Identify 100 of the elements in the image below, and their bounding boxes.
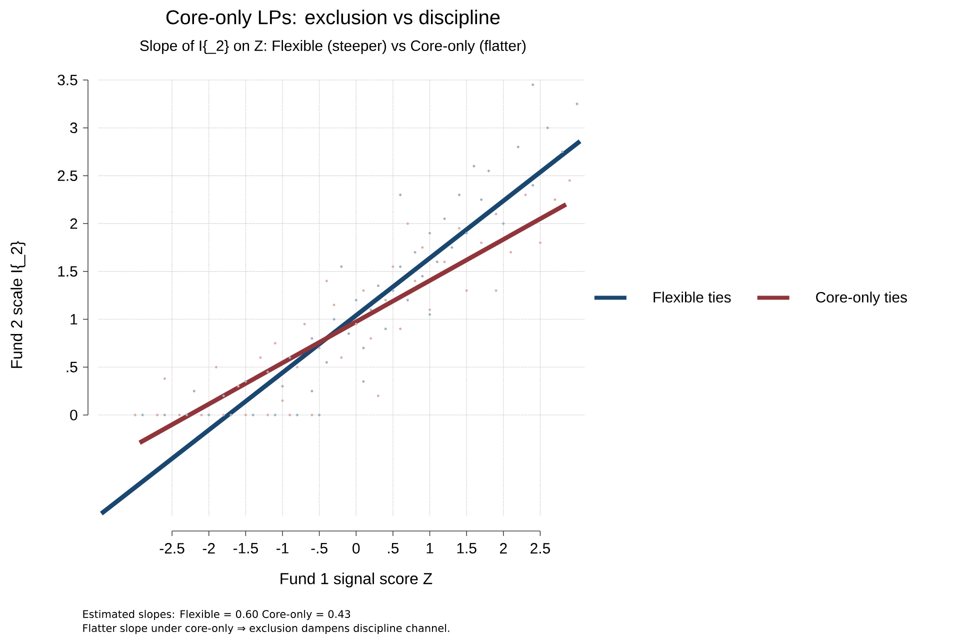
chart-subtitle: Slope of I{_2} on Z: Flexible (steeper) vs Core-only (flatter) [140,40,526,54]
point [362,380,365,383]
point [428,232,432,234]
y-tick-label: 1.5 [58,266,78,277]
point [244,414,247,416]
point [325,361,328,364]
point [376,394,380,398]
point [310,337,314,340]
point [524,194,527,196]
point [237,384,240,388]
y-tick-label: 3 [70,122,78,134]
point [340,356,343,359]
x-tick-label: -2.5 [160,543,184,554]
point [516,146,520,148]
point [252,414,254,416]
point [436,260,438,264]
y-tick-label: 1 [70,314,78,324]
point [192,390,196,392]
point [178,414,181,416]
point [450,246,454,249]
point [244,380,247,383]
point [325,280,328,282]
point [546,126,549,130]
point [200,414,203,416]
x-tick-label: -.5 [311,543,328,554]
x-tick-label: .5 [388,543,399,554]
point [392,265,394,268]
legend-label: Flexible ties [654,292,731,303]
point [406,222,409,225]
point [281,399,284,402]
point [230,414,232,416]
y-tick-label: 0 [70,410,78,420]
point [576,102,578,106]
y-tick-label: 2 [70,218,78,229]
point [561,150,564,154]
point [421,246,424,249]
point [428,313,432,316]
x-axis-title: Fund 1 signal score Z [280,572,432,588]
point [428,308,432,312]
point [332,304,336,306]
point [465,289,468,292]
point [392,289,394,292]
point [472,164,476,168]
point [340,265,343,268]
point [414,250,416,254]
x-tick-label: 1.5 [457,543,476,554]
y-tick-label: .5 [66,362,78,372]
point [414,280,416,282]
point [458,194,461,196]
point [163,414,166,416]
point [480,198,483,201]
point [208,414,210,416]
point [318,414,321,416]
point [538,241,542,244]
point [509,250,512,254]
point [532,184,534,187]
point [502,222,505,225]
point [443,260,446,264]
x-tick-label: -2 [202,543,215,554]
point [303,322,306,326]
point [532,83,534,86]
point [384,298,387,302]
point [487,170,490,172]
x-tick-label: -1 [276,543,288,554]
point [222,414,225,416]
point [406,298,409,302]
point [332,318,336,321]
point [568,179,571,182]
point [370,308,372,312]
point [281,384,284,388]
point [185,414,188,416]
point [421,274,424,278]
point [354,298,358,302]
point [288,356,292,359]
point [163,377,166,380]
point [318,346,321,350]
point [134,414,137,416]
point [399,265,402,268]
point [310,414,314,416]
point [458,227,461,230]
point [362,346,365,350]
point [347,332,350,335]
point [222,394,225,398]
point [296,414,299,416]
point [399,328,402,330]
chart-title: Core-only LPs: exclusion vs discipline [166,10,500,28]
point [494,212,498,216]
point [310,390,314,392]
point [370,337,372,340]
point [259,356,262,359]
text: Flatter slope under core-only ⇒ exclusion dampens discipline channel. [83,624,450,634]
point [494,289,498,292]
point [296,366,299,368]
point [274,414,276,416]
point [384,328,387,330]
x-tick-label: -1.5 [233,543,258,554]
x-tick-label: 2.5 [530,543,550,554]
legend-label: Core-only ties [816,292,907,306]
x-tick-label: 2 [500,543,507,554]
point [354,322,358,326]
